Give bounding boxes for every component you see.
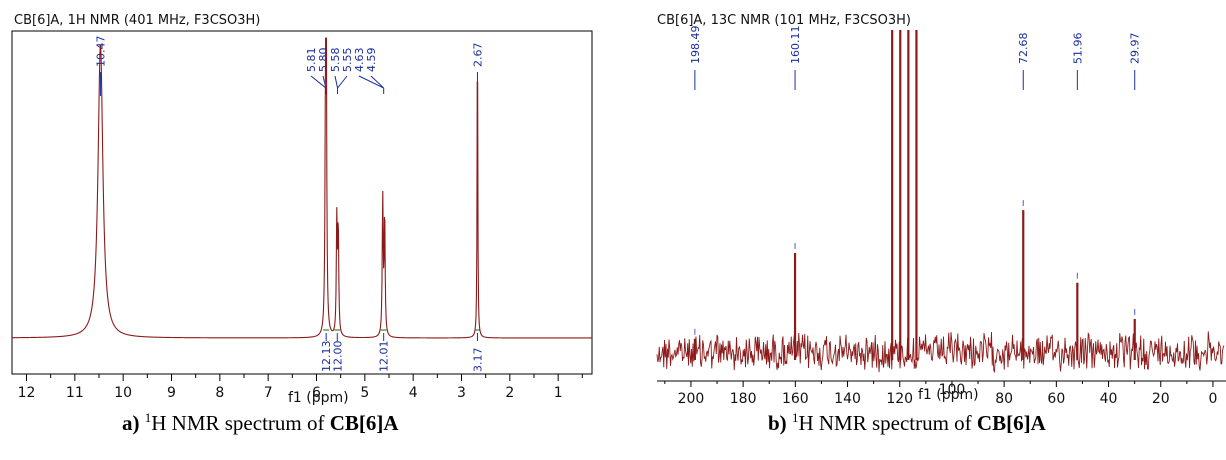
h1-peak-label: 5.58 <box>329 48 342 73</box>
c13-peak-label: 160.11 <box>789 26 802 65</box>
h1-peak-bracket <box>334 75 348 90</box>
h1-peak-label: 2.67 <box>471 43 484 68</box>
h1-peak-label: 4.63 <box>353 48 366 73</box>
c13-nmr-panel: CB[6]A, 13C NMR (101 MHz, F3CSO3H) 200 18… <box>656 13 1226 407</box>
c13-tick-label: 160 <box>782 391 809 407</box>
h1-tick-label: 4 <box>409 385 418 401</box>
c13-tick-label: 0 <box>1208 391 1217 407</box>
h1-peak-label: 5.81 <box>305 48 318 73</box>
c13-tick-label: 200 <box>678 391 705 407</box>
c13-tick-label: 100 <box>939 382 966 398</box>
c13-peak-labels: 198.49 160.11 72.68 51.96 29.97 <box>689 26 1142 90</box>
c13-tick-label: 140 <box>834 391 861 407</box>
h1-tick-label: 5 <box>360 385 369 401</box>
c13-peak-label: 198.49 <box>689 26 702 65</box>
c13-tick-label: 40 <box>1100 391 1118 407</box>
h1-tick-label: 9 <box>167 385 176 401</box>
caption-b-prefix: b) <box>768 411 787 435</box>
c13-spectrum-trace <box>656 331 1225 374</box>
c13-peaks <box>693 30 1136 360</box>
h1-tick-label: 6 <box>312 385 321 401</box>
h1-integral-label: 12.01 <box>378 341 391 373</box>
h1-tick-label: 7 <box>264 385 273 401</box>
h1-tick-label: 3 <box>457 385 466 401</box>
c13-peak-label: 29.97 <box>1129 33 1142 65</box>
c13-tick-label: 20 <box>1152 391 1170 407</box>
caption-b-sup: 1 <box>791 410 799 425</box>
c13-peak-label: 72.68 <box>1017 33 1030 65</box>
c13-peak-label: 51.96 <box>1071 33 1084 65</box>
caption-b: b) 1H NMR spectrum of CB[6]A <box>768 410 1046 436</box>
h1-spectrum-trace <box>12 37 592 339</box>
h1-tick-label: 11 <box>66 385 84 401</box>
c13-tick-label: 80 <box>995 391 1013 407</box>
h1-x-axis: 12 11 10 9 8 7 6 5 4 3 2 1 <box>12 373 592 401</box>
h1-chart-title: CB[6]A, 1H NMR (401 MHz, F3CSO3H) <box>14 13 260 28</box>
h1-tick-label: 10 <box>114 385 132 401</box>
h1-nmr-panel: CB[6]A, 1H NMR (401 MHz, F3CSO3H) 12 11 10… <box>11 13 593 406</box>
h1-peak-labels: 10.47 2.675.81 5.80 5.58 5.55 4.63 4.59 <box>94 36 484 250</box>
caption-a-compound: CB[6]A <box>329 411 399 435</box>
h1-tick-label: 2 <box>505 385 514 401</box>
c13-chart-title: CB[6]A, 13C NMR (101 MHz, F3CSO3H) <box>657 13 911 28</box>
caption-a-sup: 1 <box>144 410 152 425</box>
c13-tick-label: 60 <box>1047 391 1065 407</box>
h1-integral-label: 3.17 <box>471 348 484 373</box>
h1-tick-label: 8 <box>215 385 224 401</box>
nmr-figure: CB[6]A, 1H NMR (401 MHz, F3CSO3H) 12 11 10… <box>11 13 1226 407</box>
h1-peak-bracket <box>310 75 327 90</box>
caption-a-text: H NMR spectrum of <box>151 411 325 435</box>
caption-b-text: H NMR spectrum of <box>798 411 972 435</box>
c13-tick-label: 120 <box>886 391 913 407</box>
h1-peak-label: 5.55 <box>341 48 354 73</box>
h1-x-axis-label: f1 (ppm) <box>288 390 349 406</box>
h1-tick-label: 12 <box>18 385 36 401</box>
caption-b-compound: CB[6]A <box>976 411 1046 435</box>
h1-tick-label: 1 <box>554 385 563 401</box>
c13-tick-label: 180 <box>730 391 757 407</box>
h1-integral-label: 12.13 <box>320 341 333 373</box>
caption-a-prefix: a) <box>122 411 140 435</box>
caption-a: a) 1H NMR spectrum of CB[6]A <box>122 410 399 436</box>
c13-x-axis-label: f1 (ppm) <box>918 387 979 403</box>
h1-peak-bracket <box>358 75 385 89</box>
h1-peak-label: 4.59 <box>365 48 378 73</box>
h1-integral-label: 12.00 <box>331 341 344 373</box>
